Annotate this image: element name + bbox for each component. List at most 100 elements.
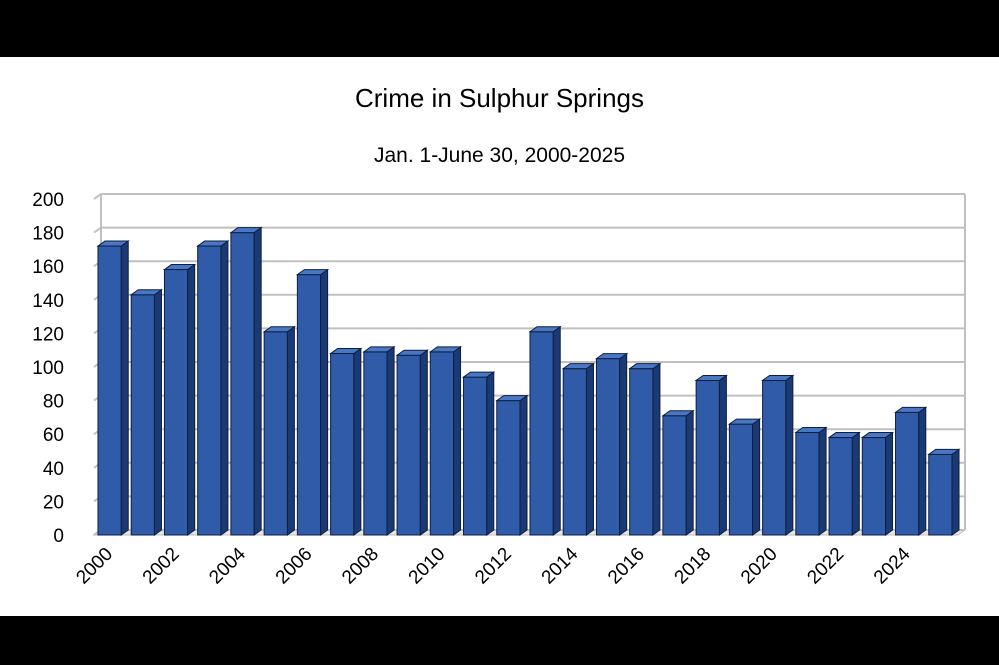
bar-top xyxy=(927,448,961,455)
x-tick-label: 2014 xyxy=(538,543,583,588)
bar xyxy=(628,362,662,536)
bar-top xyxy=(794,427,828,434)
bar-front xyxy=(662,415,687,536)
bar-top xyxy=(395,349,429,356)
x-tick-label: 2018 xyxy=(671,544,716,589)
bar-side xyxy=(153,288,162,536)
bar-front xyxy=(695,379,720,536)
y-tick-label: 80 xyxy=(43,392,64,413)
bar-top xyxy=(229,227,263,234)
bar-front xyxy=(163,269,189,536)
x-tick-label: 2008 xyxy=(338,544,383,589)
bar-front xyxy=(496,400,521,536)
bar xyxy=(96,240,130,536)
bar-front xyxy=(197,245,222,536)
bar-side xyxy=(320,268,329,536)
bar-front xyxy=(263,331,288,536)
y-tick-label: 200 xyxy=(32,190,64,211)
bar xyxy=(661,409,695,536)
bar xyxy=(594,352,629,536)
x-tick-label: 2002 xyxy=(139,544,184,589)
bar-side xyxy=(353,347,362,536)
bar-front xyxy=(296,274,322,536)
bar xyxy=(528,325,562,536)
bar xyxy=(893,406,928,536)
bar xyxy=(694,374,728,536)
bar-front xyxy=(895,411,920,536)
bar-top xyxy=(461,371,496,378)
y-tick-label: 160 xyxy=(32,257,64,278)
bar-top xyxy=(761,374,795,381)
y-tick-label: 40 xyxy=(43,459,64,480)
bar-top xyxy=(129,289,164,296)
bar-side xyxy=(785,374,794,536)
bar-front xyxy=(330,353,355,536)
bar-top xyxy=(594,353,629,360)
chart-subtitle: Jan. 1-June 30, 2000-2025 xyxy=(373,144,626,167)
y-tick-label: 100 xyxy=(32,358,64,379)
bar-side xyxy=(486,371,495,536)
bar-side xyxy=(818,426,827,536)
bar-front xyxy=(429,351,455,536)
bar-side xyxy=(120,240,129,536)
x-tick-label: 2004 xyxy=(205,543,250,588)
x-tick-label: 2006 xyxy=(272,544,317,589)
bar xyxy=(196,240,230,536)
bar xyxy=(262,325,296,536)
bar xyxy=(428,345,463,536)
x-tick-label: 2000 xyxy=(72,544,117,589)
bar-top xyxy=(694,374,728,381)
y-tick-label: 180 xyxy=(32,224,64,245)
x-tick-label: 2010 xyxy=(405,544,450,589)
bar-top xyxy=(295,269,330,276)
bar-top xyxy=(96,240,130,247)
bar-front xyxy=(363,351,388,536)
bar-top xyxy=(727,418,762,425)
bar xyxy=(162,263,197,536)
bar-side xyxy=(253,226,262,536)
y-tick-label: 120 xyxy=(32,324,64,345)
bar-top xyxy=(162,264,197,271)
y-tick-label: 20 xyxy=(43,492,64,513)
bar-side xyxy=(453,345,462,536)
bar-side xyxy=(951,448,960,536)
bar-side xyxy=(685,409,694,536)
x-axis-ticks: 2000 2002 2004 2006 2008 2010 2012 2014 2016 2018… xyxy=(72,543,915,588)
bar-front xyxy=(230,232,255,536)
bar-front xyxy=(828,437,853,536)
bar xyxy=(461,371,496,536)
bar xyxy=(794,426,828,536)
bar-side xyxy=(885,431,894,536)
bar-top xyxy=(362,346,396,353)
x-tick-label: 2012 xyxy=(471,544,516,589)
bar-top xyxy=(495,395,529,402)
bars xyxy=(96,226,961,536)
bar xyxy=(395,349,429,536)
bar-top xyxy=(628,363,662,370)
bar-front xyxy=(463,376,488,536)
bar-top xyxy=(893,406,928,413)
bar-top xyxy=(860,432,895,439)
gridline-depth xyxy=(93,193,102,200)
bar-front xyxy=(595,358,621,536)
bar-front xyxy=(396,354,421,536)
bar-front xyxy=(728,423,754,536)
bar xyxy=(727,418,762,536)
bar-side xyxy=(585,362,594,536)
y-tick-label: 0 xyxy=(53,526,64,547)
bar-top xyxy=(262,326,296,333)
y-axis-ticks: 0 20 40 60 80 100 120 140 160 180 200 xyxy=(32,190,64,547)
bar-side xyxy=(718,374,727,536)
bar-front xyxy=(762,379,787,536)
bar-side xyxy=(851,431,860,536)
bar-side xyxy=(386,345,395,536)
gridline-depth xyxy=(93,226,102,234)
y-tick-label: 60 xyxy=(43,425,64,446)
bar-top xyxy=(196,240,230,247)
bar-front xyxy=(928,453,953,536)
bar-top xyxy=(528,326,562,333)
bar-side xyxy=(652,362,661,536)
bar-front xyxy=(861,437,887,536)
bar-top xyxy=(428,346,463,353)
bar-top xyxy=(561,363,596,370)
